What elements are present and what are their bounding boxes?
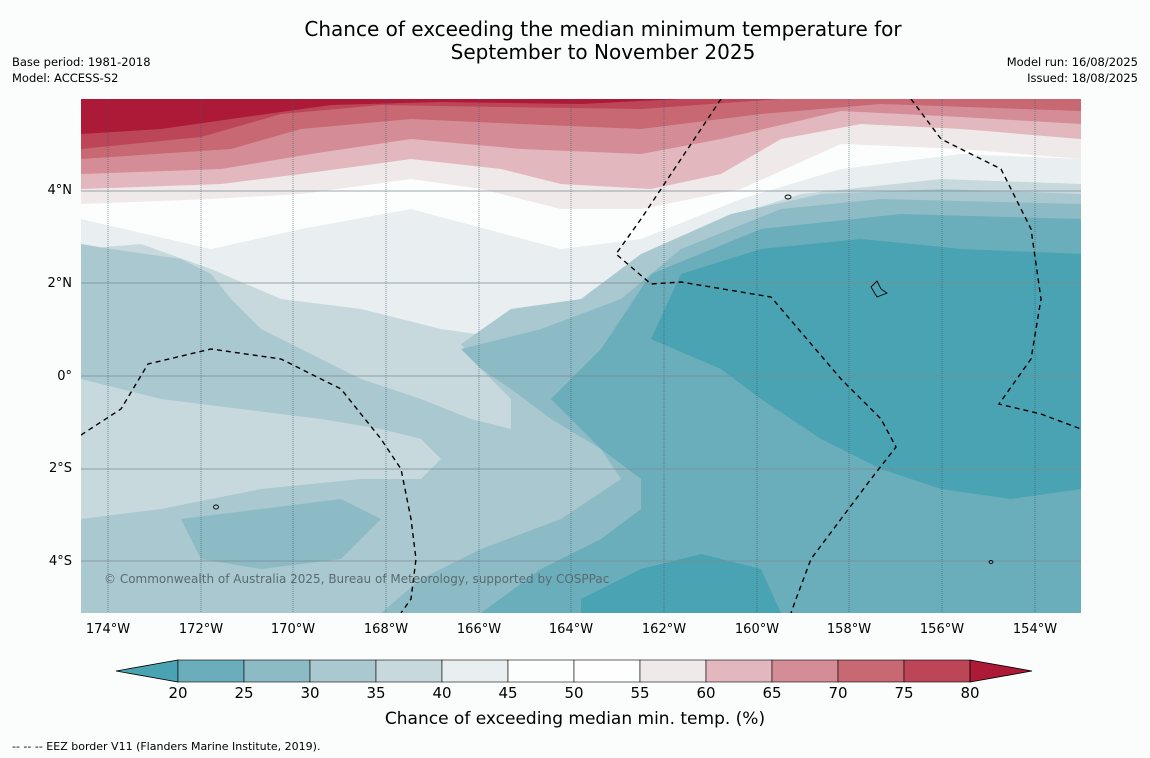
colorbar-segment	[375, 659, 443, 683]
colorbar-tick-label: 65	[762, 684, 782, 702]
colorbar-segment	[705, 659, 773, 683]
meta-right: Model run: 16/08/2025 Issued: 18/08/2025	[1007, 54, 1138, 86]
band-under-20-south	[581, 554, 781, 613]
colorbar-segment	[441, 659, 509, 683]
colorbar-extend-low	[115, 659, 179, 683]
band-25-30-west	[181, 499, 381, 569]
lat-label-2s: 2°S	[48, 461, 72, 476]
lat-label-4n: 4°N	[47, 183, 73, 198]
band-70-75	[81, 99, 1081, 159]
colorbar-extend-high	[969, 659, 1033, 683]
meta-left: Base period: 1981-2018 Model: ACCESS-S2	[12, 54, 151, 86]
colorbar-tick-label: 25	[234, 684, 254, 702]
title-line-1: Chance of exceeding the median minimum t…	[304, 17, 902, 41]
colorbar-segment	[639, 659, 707, 683]
meridians	[107, 99, 1036, 613]
lat-label-4s: 4°S	[48, 554, 72, 569]
lon-label-166w: 166°W	[456, 622, 502, 637]
colorbar-tick-label: 45	[498, 684, 518, 702]
colorbar-segment	[177, 659, 245, 683]
colorbar-tick-label: 75	[894, 684, 914, 702]
parallels	[81, 190, 1081, 562]
lat-label-2n: 2°N	[47, 276, 73, 291]
lon-label-174w: 174°W	[85, 622, 131, 637]
colorbar-tick-label: 30	[300, 684, 320, 702]
islands	[213, 194, 994, 564]
lat-label-0: 0°	[57, 369, 72, 384]
lon-label-154w: 154°W	[1012, 622, 1058, 637]
lon-label-172w: 172°W	[178, 622, 224, 637]
colorbar-segment	[771, 659, 839, 683]
eez-borders	[81, 99, 1081, 613]
lon-label-160w: 160°W	[734, 622, 780, 637]
model-text: Model: ACCESS-S2	[12, 71, 119, 85]
lon-label-156w: 156°W	[919, 622, 965, 637]
colorbar-tick-label: 35	[366, 684, 386, 702]
colorbar-tick-label: 80	[960, 684, 980, 702]
colorbar-tick-label: 55	[630, 684, 650, 702]
colorbar	[115, 659, 1033, 683]
colorbar-segment	[837, 659, 905, 683]
colorbar-segment	[309, 659, 377, 683]
title-line-2: September to November 2025	[450, 40, 756, 64]
issued-text: Issued: 18/08/2025	[1027, 71, 1138, 85]
lon-label-164w: 164°W	[548, 622, 594, 637]
colorbar-segment	[573, 659, 641, 683]
colorbar-tick-label: 60	[696, 684, 716, 702]
lon-label-170w: 170°W	[270, 622, 316, 637]
band-over-80	[81, 99, 681, 134]
lon-label-162w: 162°W	[641, 622, 687, 637]
colorbar-tick-label: 40	[432, 684, 452, 702]
colorbar-tick-label: 50	[564, 684, 584, 702]
eez-footnote: -- -- -- EEZ border V11 (Flanders Marine…	[12, 740, 321, 753]
copyright-text: © Commonwealth of Australia 2025, Bureau…	[104, 572, 610, 586]
colorbar-segment	[507, 659, 575, 683]
colorbar-segment	[243, 659, 311, 683]
band-under-20	[651, 239, 1081, 499]
lon-label-168w: 168°W	[363, 622, 409, 637]
colorbar-tick-label: 70	[828, 684, 848, 702]
map-title: Chance of exceeding the median minimum t…	[0, 18, 1150, 64]
base-period-text: Base period: 1981-2018	[12, 55, 151, 69]
colorbar-label: Chance of exceeding median min. temp. (%…	[384, 709, 766, 729]
colorbar-tick-label: 20	[168, 684, 188, 702]
probability-map	[81, 99, 1081, 613]
colorbar-segment	[903, 659, 971, 683]
model-run-text: Model run: 16/08/2025	[1006, 55, 1138, 69]
lon-label-158w: 158°W	[826, 622, 872, 637]
